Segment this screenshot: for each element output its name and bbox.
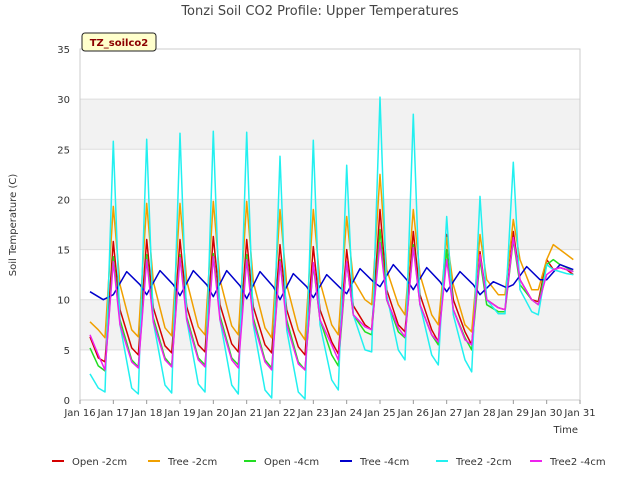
legend: Open -2cm Tree -2cm Open -4cm Tree -4cm Tree… <box>52 457 606 468</box>
x-tick-label: Jan 22 <box>263 408 295 419</box>
legend-label: Tree2 -2cm <box>455 457 512 468</box>
series-line-open-4cm <box>89 228 574 372</box>
site-tag-label: TZ_soilco2 <box>90 38 149 49</box>
x-tick-label: Jan 27 <box>430 408 462 419</box>
x-axis-label: Time <box>553 425 578 436</box>
y-tick-label: 30 <box>57 95 70 106</box>
legend-label: Tree -2cm <box>167 457 217 468</box>
x-tick-label: Jan 31 <box>563 408 595 419</box>
x-tick-label: Jan 17 <box>97 408 129 419</box>
legend-item: Tree2 -4cm <box>530 457 606 468</box>
series-lines <box>89 96 574 400</box>
series-line-tree-2cm <box>89 173 574 341</box>
y-tick-label: 5 <box>64 346 70 357</box>
y-tick-label: 35 <box>57 45 70 56</box>
x-tick-label: Jan 29 <box>497 408 529 419</box>
y-tick-label: 25 <box>57 145 70 156</box>
legend-item: Tree2 -2cm <box>436 457 512 468</box>
y-tick-label: 10 <box>57 296 70 307</box>
legend-item: Tree -4cm <box>340 457 409 468</box>
legend-item: Open -2cm <box>52 457 127 468</box>
x-tick-label: Jan 21 <box>230 408 262 419</box>
legend-label: Open -4cm <box>264 457 319 468</box>
x-tick-label: Jan 26 <box>397 408 429 419</box>
legend-item: Tree -2cm <box>148 457 217 468</box>
y-tick-label: 15 <box>57 246 70 257</box>
y-axis-ticks: 0 5 10 15 20 25 30 35 <box>57 45 70 407</box>
series-line-tree2-4cm <box>89 236 574 371</box>
series-line-tree2-2cm <box>89 96 574 400</box>
x-tick-label: Jan 25 <box>363 408 395 419</box>
x-tick-label: Jan 19 <box>163 408 195 419</box>
y-tick-label: 0 <box>64 396 70 407</box>
x-tick-label: Jan 20 <box>197 408 229 419</box>
plot-band <box>80 99 580 150</box>
x-tick-label: Jan 30 <box>530 408 562 419</box>
chart-title: Tonzi Soil CO2 Profile: Upper Temperatur… <box>180 4 459 19</box>
x-tick-label: Jan 28 <box>463 408 495 419</box>
x-tick-label: Jan 18 <box>130 408 162 419</box>
legend-label: Tree -4cm <box>359 457 409 468</box>
plot-band <box>80 199 580 250</box>
x-tick-label: Jan 16 <box>63 408 95 419</box>
legend-label: Open -2cm <box>72 457 127 468</box>
y-tick-label: 20 <box>57 195 70 206</box>
plot-border <box>79 48 581 401</box>
legend-label: Tree2 -4cm <box>549 457 606 468</box>
plot-bands <box>80 99 580 350</box>
y-axis-label: Soil Temperature (C) <box>8 174 19 277</box>
x-tick-label: Jan 24 <box>330 408 362 419</box>
x-axis-ticks: Jan 16 Jan 17 Jan 18 Jan 19 Jan 20 Jan 21 Jan … <box>63 400 596 419</box>
x-tick-label: Jan 23 <box>297 408 329 419</box>
legend-item: Open -4cm <box>244 457 319 468</box>
site-tag: TZ_soilco2 <box>81 32 157 52</box>
